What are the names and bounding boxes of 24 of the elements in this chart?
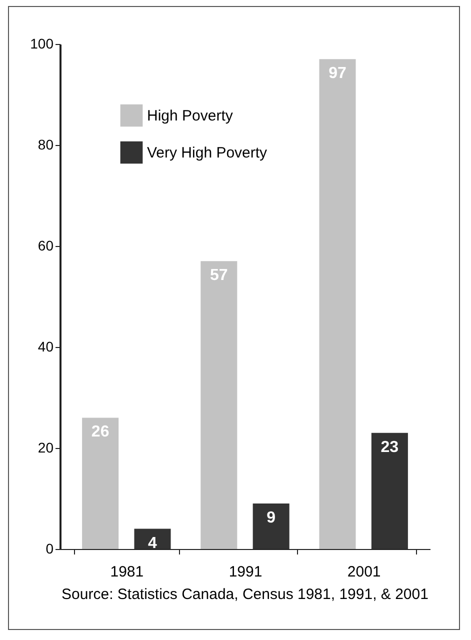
y-tick-label: 20	[38, 440, 54, 456]
x-tick-label: 1981	[110, 564, 144, 580]
source-note: Source: Statistics Canada, Census 1981, 1991, & 2001	[62, 586, 428, 603]
bar	[134, 528, 171, 549]
x-tick-label: 2001	[347, 564, 381, 580]
data-label: 57	[210, 267, 228, 284]
legend-label: High Poverty	[147, 108, 234, 124]
bar	[252, 504, 290, 549]
x-tick-label: 1991	[228, 564, 262, 580]
data-label: 26	[91, 424, 110, 441]
data-label: 23	[380, 438, 399, 456]
y-tick-label: 100	[30, 36, 54, 52]
bar	[200, 261, 238, 549]
y-tick-label: 80	[38, 136, 54, 152]
legend-label: Very High Poverty	[147, 144, 268, 162]
y-tick-label: 60	[38, 238, 54, 254]
data-label: 9	[266, 510, 276, 527]
data-label: 4	[148, 534, 158, 552]
bar	[82, 418, 119, 549]
data-label: 97	[328, 65, 346, 82]
y-tick-label: 40	[38, 338, 54, 354]
bar	[371, 432, 408, 549]
y-tick-label: 0	[46, 540, 54, 556]
bar	[319, 59, 356, 549]
